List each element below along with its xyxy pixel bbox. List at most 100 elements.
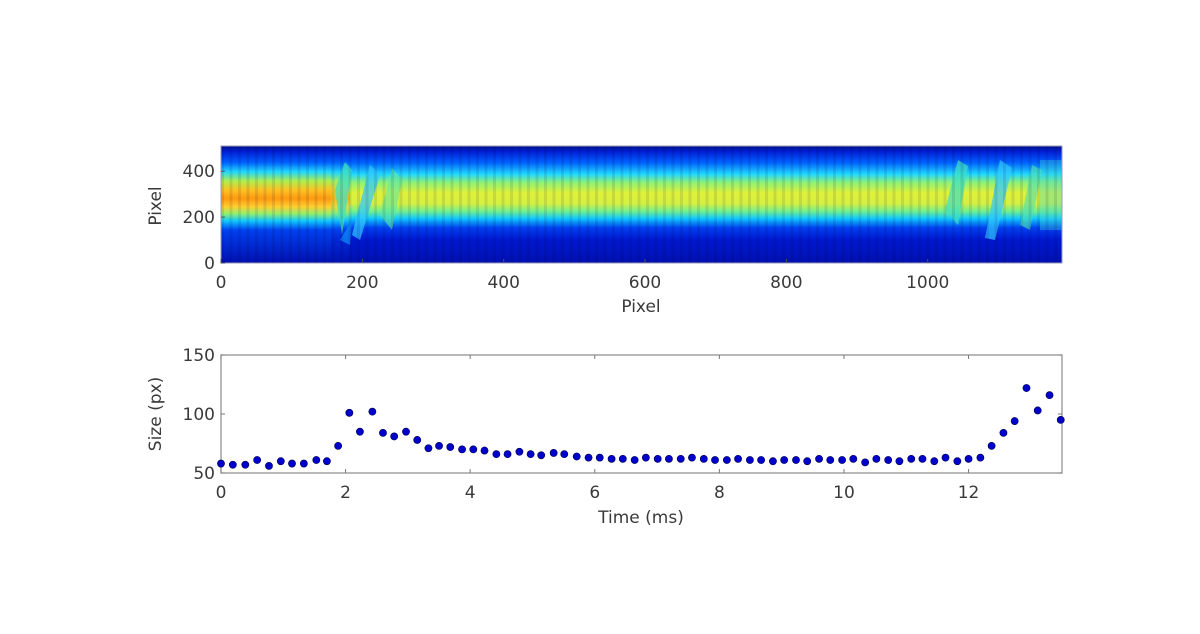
scatter-point: [987, 441, 996, 450]
scatter-point: [861, 458, 870, 467]
scatter-point: [849, 454, 858, 463]
scatter-point: [424, 444, 433, 453]
scatter-y-tick-label: 150: [183, 346, 215, 366]
scatter-point: [976, 453, 985, 462]
scatter-y-label: Size (px): [146, 377, 166, 451]
scatter-point: [711, 456, 719, 464]
scatter-x-tick-label: 2: [340, 483, 351, 503]
scatter-point: [653, 454, 662, 463]
scatter-point: [1010, 417, 1019, 425]
scatter-point: [265, 462, 273, 470]
scatter-point: [618, 454, 627, 463]
scatter-x-ticks: 0 2 4 6 8 10 12: [216, 355, 980, 503]
scatter-point: [826, 456, 835, 464]
scatter-point: [402, 427, 410, 436]
scatter-point: [368, 407, 377, 416]
scatter-point: [676, 454, 685, 463]
scatter-frame: [220, 354, 1063, 474]
heatmap-y-label: Pixel: [146, 186, 166, 225]
scatter-point: [838, 456, 846, 464]
scatter-point: [595, 453, 604, 462]
scatter-point: [1045, 391, 1054, 400]
scatter-points: [217, 384, 1065, 470]
scatter-point: [999, 428, 1008, 437]
scatter-point: [895, 457, 904, 466]
scatter-point: [792, 456, 800, 464]
scatter-point: [241, 460, 250, 469]
scatter-panel: 0 2 4 6 8 10 12 50 100 150 Time (ms) Size (px): [146, 346, 1065, 528]
heatmap-y-tick-label: 0: [204, 254, 215, 274]
scatter-point: [757, 456, 766, 464]
scatter-point: [413, 436, 422, 444]
heatmap-x-label: Pixel: [621, 297, 660, 317]
heatmap-panel: 0 200 400 600 800 1000 0 200 400 Pixel Pixel: [146, 145, 1063, 317]
scatter-point: [699, 454, 708, 463]
scatter-x-tick-label: 10: [833, 483, 855, 503]
scatter-point: [930, 457, 939, 466]
scatter-point: [641, 453, 650, 462]
heatmap-x-tick-label: 1000: [906, 273, 949, 293]
scatter-x-tick-label: 0: [216, 483, 227, 503]
scatter-point: [1033, 406, 1042, 415]
scatter-point: [228, 460, 237, 469]
scatter-point: [745, 456, 754, 464]
heatmap-y-tick-label: 200: [183, 208, 215, 228]
scatter-point: [379, 428, 387, 437]
heatmap-x-tick-label: 400: [487, 273, 519, 293]
scatter-point: [941, 453, 950, 462]
scatter-point: [299, 459, 308, 468]
scatter-point: [607, 454, 616, 463]
scatter-point: [435, 441, 443, 450]
scatter-point: [688, 453, 696, 462]
scatter-point: [630, 456, 639, 464]
scatter-point: [884, 456, 893, 464]
scatter-point: [780, 456, 789, 464]
scatter-point: [469, 445, 478, 454]
heatmap-y-tick-label: 400: [183, 162, 215, 182]
scatter-point: [492, 450, 501, 459]
scatter-point: [907, 454, 916, 463]
scatter-point: [390, 432, 399, 441]
scatter-point: [734, 454, 742, 463]
scatter-point: [356, 427, 364, 436]
scatter-point: [503, 450, 512, 459]
scatter-point: [345, 408, 354, 417]
scatter-x-tick-label: 8: [714, 483, 725, 503]
scatter-y-tick-label: 100: [183, 405, 215, 425]
scatter-point: [480, 446, 489, 455]
scatter-point: [217, 459, 225, 468]
scatter-point: [722, 456, 731, 464]
heatmap-x-tick-label: 0: [216, 273, 227, 293]
scatter-point: [665, 454, 673, 463]
heatmap-x-tick-label: 200: [346, 273, 378, 293]
scatter-point: [549, 449, 558, 457]
scatter-point: [526, 450, 535, 459]
scatter-point: [918, 454, 927, 463]
scatter-x-tick-label: 6: [589, 483, 600, 503]
scatter-point: [1056, 415, 1065, 424]
scatter-point: [815, 454, 823, 463]
scatter-point: [1022, 384, 1031, 392]
scatter-point: [769, 457, 777, 466]
scatter-point: [312, 456, 321, 464]
scatter-x-tick-label: 12: [958, 483, 980, 503]
scatter-point: [276, 457, 285, 466]
heatmap-x-tick-label: 600: [629, 273, 661, 293]
heatmap-x-ticks: 0 200 400 600 800 1000: [216, 259, 949, 293]
scatter-point: [253, 456, 262, 464]
scatter-point: [572, 452, 581, 461]
scatter-point: [537, 451, 546, 460]
scatter-y-ticks: 50 100 150: [183, 346, 1062, 484]
scatter-point: [584, 453, 593, 462]
scatter-x-label: Time (ms): [597, 508, 684, 528]
scatter-point: [803, 457, 812, 466]
scatter-point: [323, 457, 331, 466]
scatter-point: [334, 441, 343, 450]
scatter-point: [872, 454, 881, 463]
scatter-point: [964, 454, 973, 463]
scatter-y-tick-label: 50: [193, 464, 215, 484]
scatter-x-tick-label: 4: [465, 483, 476, 503]
heatmap-x-tick-label: 800: [770, 273, 802, 293]
